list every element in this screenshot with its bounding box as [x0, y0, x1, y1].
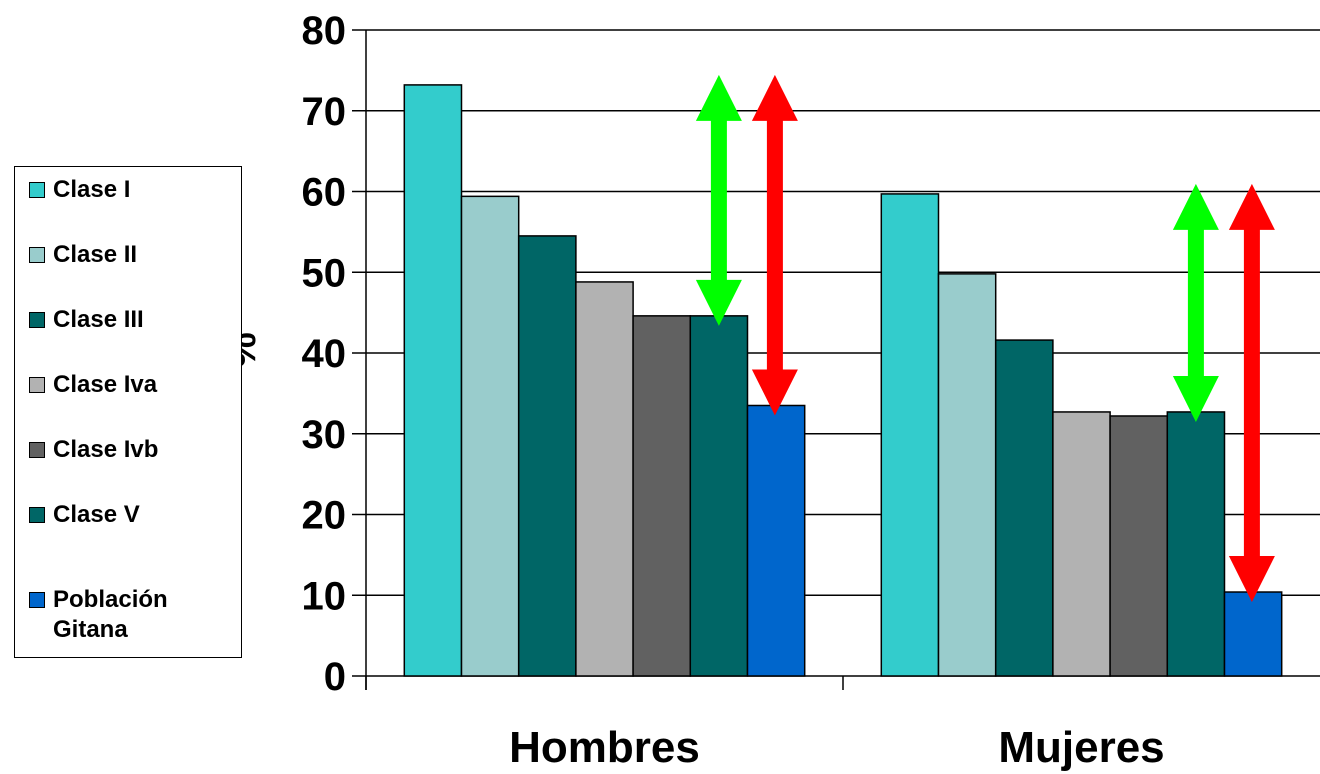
- annotation-arrows: [695, 74, 1275, 603]
- y-tick-label: 80: [302, 9, 347, 53]
- bar-hombres-6: [746, 404, 806, 677]
- legend-label: Clase Ivb: [53, 436, 159, 463]
- bar-mujeres-0: [880, 193, 940, 677]
- legend-item: Clase Iva: [29, 370, 233, 400]
- bar-mujeres-5: [1166, 411, 1226, 677]
- legend-swatch: [29, 247, 45, 263]
- legend-swatch: [29, 442, 45, 458]
- y-tick-label: 60: [302, 171, 347, 215]
- legend-label: Clase III: [53, 306, 144, 333]
- legend-item: Clase III: [29, 305, 233, 335]
- bar-mujeres-6: [1223, 591, 1283, 677]
- y-tick-label: 70: [302, 90, 347, 134]
- legend-swatch: [29, 592, 45, 608]
- double-arrow-hombres-0: [695, 74, 742, 326]
- legend-label: Clase Iva: [53, 371, 158, 398]
- y-tick-labels: 0 10 20 30 40 50 60 70 80: [302, 9, 347, 699]
- legend-label: Clase I: [53, 176, 131, 203]
- y-tick-label: 40: [302, 332, 347, 376]
- bar-hombres-3: [575, 281, 634, 677]
- legend-label: Clase II: [53, 241, 138, 268]
- bar-hombres-1: [460, 195, 520, 677]
- legend-item: Población Gitana: [29, 585, 233, 645]
- bar-mujeres-4: [1109, 415, 1169, 677]
- bar-mujeres-2: [994, 339, 1054, 677]
- double-arrow-hombres-1: [751, 74, 798, 416]
- bar-mujeres-3: [1052, 411, 1111, 677]
- legend-item: Clase I: [29, 175, 233, 205]
- double-arrow-mujeres-1: [1228, 183, 1275, 603]
- category-label: Mujeres: [998, 723, 1164, 772]
- legend-item: Clase Ivb: [29, 435, 233, 465]
- bars: [403, 84, 1283, 677]
- bar-hombres-2: [517, 235, 577, 677]
- y-tick-label: 10: [302, 574, 347, 618]
- bar-mujeres-1: [937, 273, 997, 677]
- double-arrow-mujeres-0: [1172, 183, 1219, 422]
- legend-swatch: [29, 182, 45, 198]
- bar-hombres-5: [689, 315, 749, 677]
- category-label: Hombres: [509, 723, 700, 772]
- legend-item: Clase V: [29, 500, 233, 530]
- legend: Clase I Clase II Clase III Clase Iva Clase I…: [14, 166, 242, 658]
- y-tick-label: 0: [324, 655, 346, 699]
- y-tick-label: 30: [302, 413, 347, 457]
- bar-hombres-4: [632, 315, 692, 677]
- category-labels: Hombres Mujeres: [509, 723, 1165, 772]
- legend-label: Población Gitana: [53, 586, 168, 643]
- legend-label: Clase V: [53, 501, 140, 528]
- y-tick-label: 20: [302, 494, 347, 538]
- legend-item: Clase II: [29, 240, 233, 270]
- y-tick-label: 50: [302, 251, 347, 295]
- bar-hombres-0: [403, 84, 463, 677]
- legend-swatch: [29, 312, 45, 328]
- legend-swatch: [29, 377, 45, 393]
- legend-swatch: [29, 507, 45, 523]
